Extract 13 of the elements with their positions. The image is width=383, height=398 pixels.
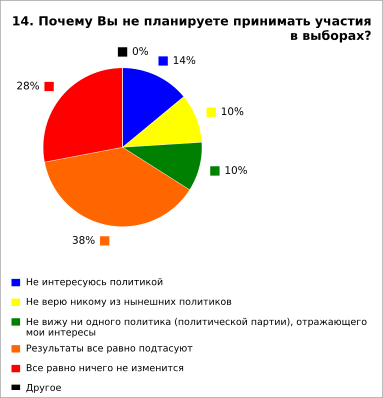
legend-label: Не интересуюсь политикой <box>26 278 162 288</box>
data-label: 14% <box>174 56 196 64</box>
data-label: 38% <box>72 236 95 244</box>
data-label: 28% <box>17 82 40 90</box>
data-label: 10% <box>226 166 247 174</box>
legend-label: Результаты все равно подтасуют <box>26 344 192 354</box>
text: 0% <box>132 47 148 55</box>
legend-label: Не вижу ни одного политика (политической партии), отражающего мои интересы <box>26 318 367 338</box>
legend-label: Все равно ничего не изменится <box>26 364 184 374</box>
data-label: 10% <box>222 107 244 116</box>
legend-label: Другое <box>26 384 61 393</box>
chart-title: 14. Почему Вы не планируете принимать участия в выборах? <box>13 16 371 43</box>
legend-label: Не верю никому из нынешних политиков <box>26 298 232 307</box>
